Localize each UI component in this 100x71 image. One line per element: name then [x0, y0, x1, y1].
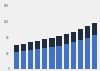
- Bar: [21, 44, 26, 51]
- Bar: [21, 51, 26, 69]
- Bar: [28, 50, 33, 69]
- Bar: [49, 38, 55, 47]
- Bar: [14, 52, 19, 69]
- Bar: [85, 26, 90, 38]
- Bar: [56, 46, 62, 69]
- Bar: [64, 44, 69, 69]
- Bar: [85, 38, 90, 69]
- Bar: [56, 36, 62, 46]
- Bar: [42, 39, 48, 48]
- Bar: [42, 48, 48, 69]
- Bar: [92, 35, 97, 69]
- Bar: [71, 32, 76, 42]
- Bar: [78, 29, 83, 40]
- Bar: [78, 40, 83, 69]
- Bar: [28, 42, 33, 50]
- Bar: [49, 47, 55, 69]
- Bar: [35, 41, 40, 49]
- Bar: [35, 49, 40, 69]
- Bar: [64, 34, 69, 44]
- Bar: [92, 23, 97, 35]
- Bar: [71, 42, 76, 69]
- Bar: [14, 45, 19, 52]
